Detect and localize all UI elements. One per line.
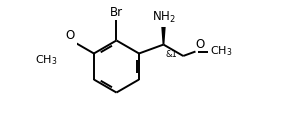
- Polygon shape: [161, 27, 166, 45]
- Text: O: O: [65, 29, 75, 42]
- Text: O: O: [196, 38, 205, 51]
- Text: NH$_2$: NH$_2$: [152, 10, 175, 25]
- Text: CH$_3$: CH$_3$: [210, 45, 233, 58]
- Text: &1: &1: [166, 49, 178, 59]
- Text: CH$_3$: CH$_3$: [35, 53, 57, 67]
- Text: Br: Br: [110, 6, 123, 19]
